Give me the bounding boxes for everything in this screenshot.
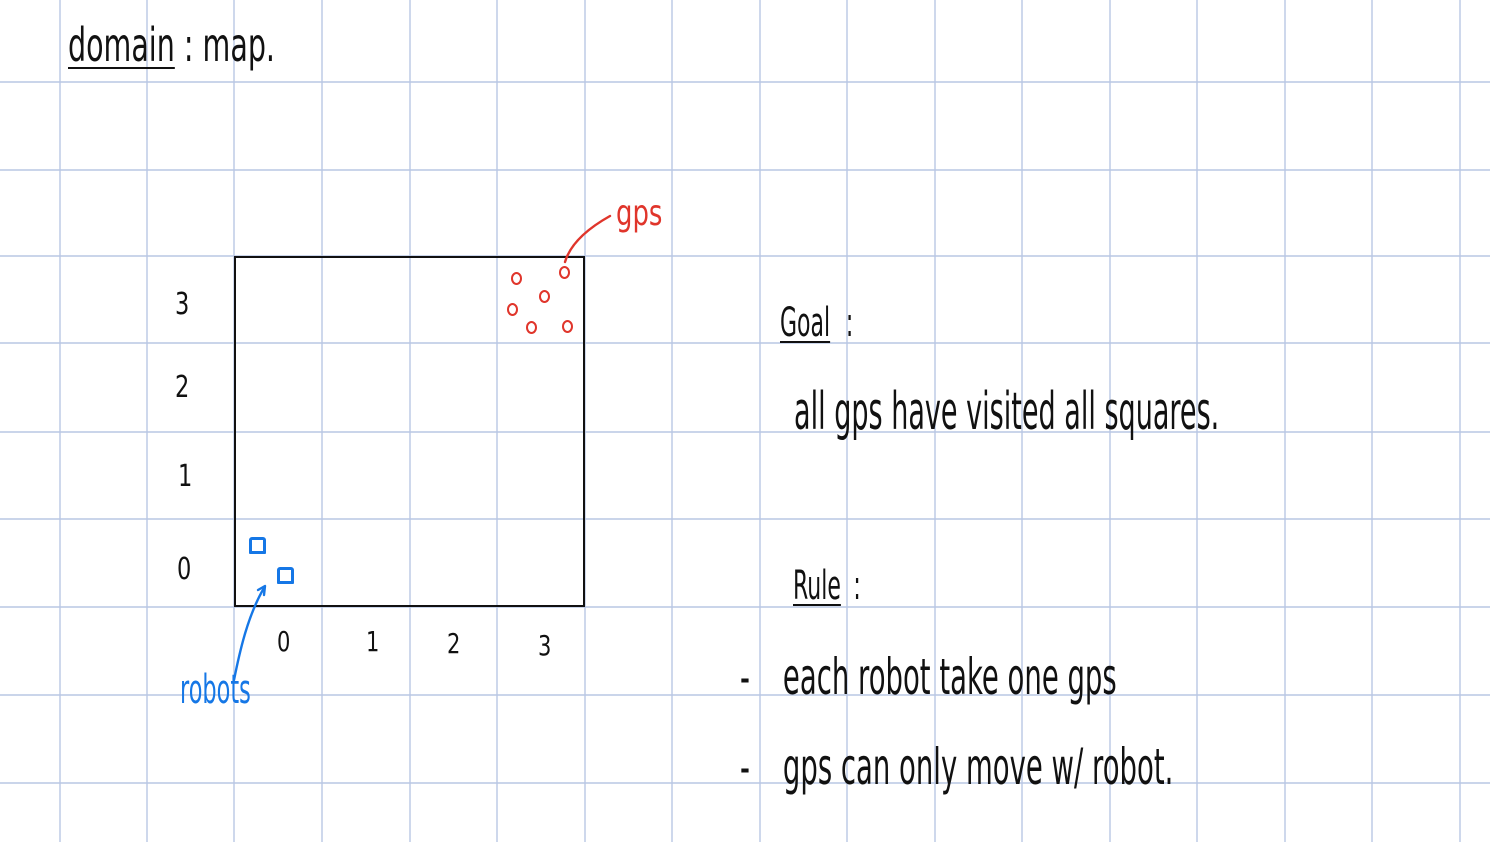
gps-marker [526, 321, 537, 334]
rule-bullet: - [740, 648, 750, 706]
gps-marker [539, 290, 550, 303]
y-axis-tick-0: 0 [177, 552, 192, 587]
rule-bullet: - [740, 738, 750, 796]
goal-heading: Goal : [780, 303, 853, 343]
gps-marker [559, 266, 570, 279]
y-axis-tick-1: 1 [178, 459, 193, 494]
rule-item-text: gps can only move w/ robot. [782, 738, 1174, 796]
x-axis-tick-1: 1 [366, 625, 380, 658]
domain-label: domain [68, 18, 175, 72]
goal-heading-label: Goal [780, 300, 831, 346]
x-axis-tick-2: 2 [447, 627, 461, 660]
domain-separator: : [183, 18, 194, 72]
rule-heading-colon: : [853, 563, 861, 609]
rule-heading: Rule : [793, 566, 861, 606]
rule-item: - each robot take one gps [740, 652, 1117, 702]
y-axis-tick-3: 3 [175, 287, 190, 322]
map-board [234, 256, 585, 607]
y-axis-tick-2: 2 [175, 370, 190, 405]
gps-marker [511, 272, 522, 285]
rule-item-text: each robot take one gps [782, 648, 1117, 706]
goal-heading-colon: : [845, 300, 854, 346]
rule-item: - gps can only move w/ robot. [740, 742, 1173, 792]
gps-label: gps [616, 193, 663, 234]
x-axis-tick-0: 0 [277, 625, 291, 658]
gps-marker [507, 303, 518, 316]
robots-label: robots [180, 667, 251, 713]
x-axis-tick-3: 3 [538, 629, 552, 662]
rule-heading-label: Rule [793, 563, 841, 609]
robot-marker [249, 537, 266, 554]
goal-text: all gps have visited all squares. [794, 382, 1220, 442]
robot-marker [277, 567, 294, 584]
domain-title: domain : map. [68, 22, 275, 68]
gps-marker [562, 320, 573, 333]
domain-value: map. [202, 18, 275, 72]
